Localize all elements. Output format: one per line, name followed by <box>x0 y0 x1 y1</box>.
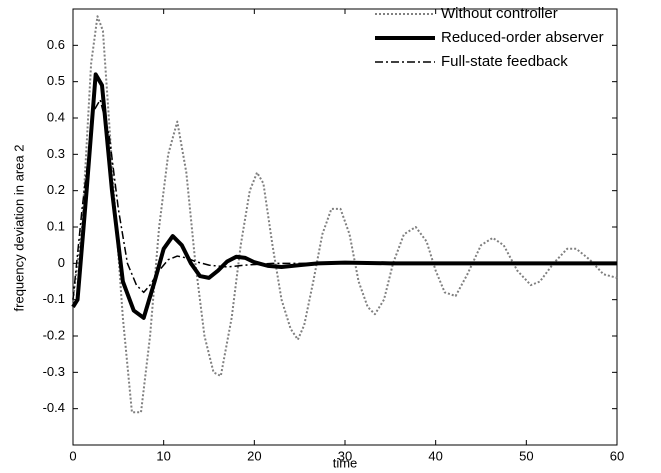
x-tick-label: 40 <box>428 448 442 463</box>
plot-frame <box>72 8 618 446</box>
y-tick-label: -0.2 <box>43 327 65 342</box>
y-tick-label: 0.2 <box>47 182 65 197</box>
series-line <box>72 99 617 300</box>
y-tick-label: 0 <box>58 255 65 270</box>
x-tick-label: 60 <box>610 448 624 463</box>
x-tick-label: 50 <box>519 448 533 463</box>
x-tick-label: 10 <box>156 448 170 463</box>
y-tick-label: 0.1 <box>47 218 65 233</box>
x-tick-label: 20 <box>247 448 261 463</box>
legend-label: Without controller <box>441 5 558 22</box>
y-tick-label: 0.3 <box>47 146 65 161</box>
y-tick-label: -0.4 <box>43 400 65 415</box>
x-axis-label: time <box>333 455 358 470</box>
x-tick-label: 30 <box>338 448 352 463</box>
legend-label: Reduced-order abserver <box>441 29 604 46</box>
y-tick-label: -0.1 <box>43 291 65 306</box>
y-tick-label: 0.4 <box>47 109 65 124</box>
x-tick-label: 0 <box>69 448 76 463</box>
y-tick-label: -0.3 <box>43 364 65 379</box>
legend-label: Full-state feedback <box>441 53 568 70</box>
y-tick-label: 0.5 <box>47 73 65 88</box>
series-line <box>72 15 618 414</box>
y-tick-label: 0.6 <box>47 37 65 52</box>
y-axis-label: frequency deviation in area 2 <box>11 145 26 312</box>
series-line <box>71 72 617 320</box>
